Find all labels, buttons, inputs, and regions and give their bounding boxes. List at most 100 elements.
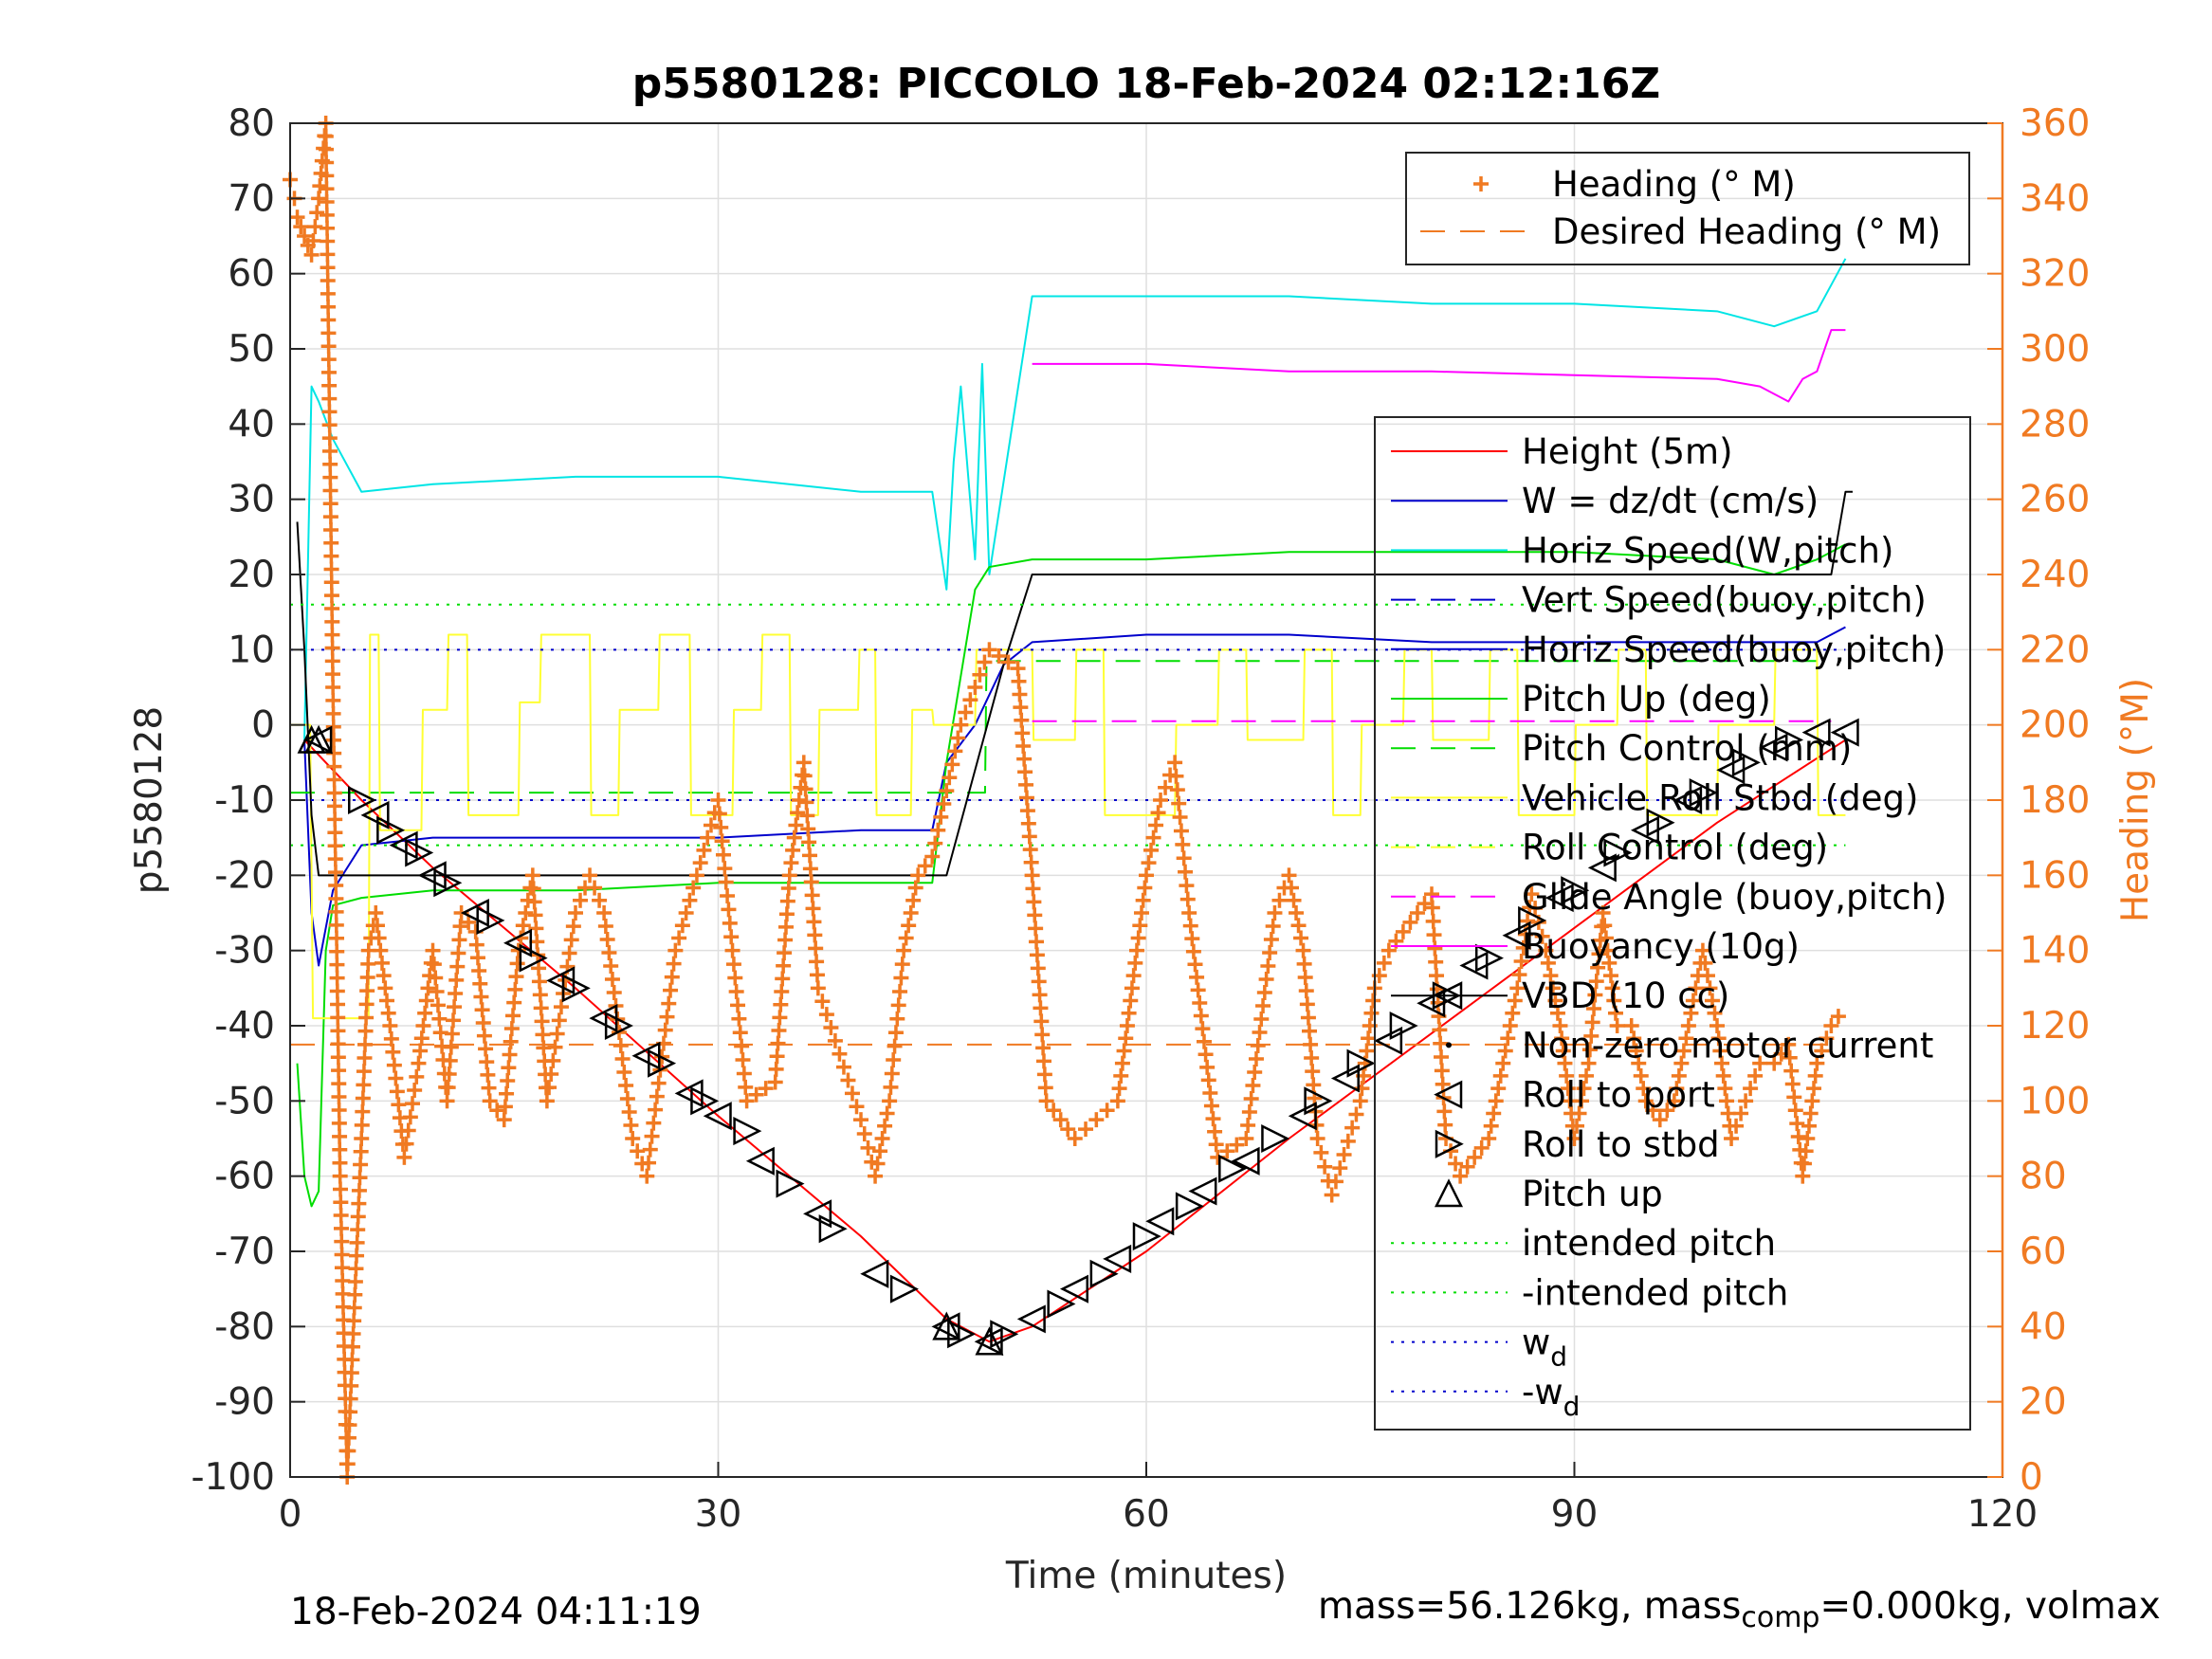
heading-point xyxy=(642,1141,658,1158)
heading-point xyxy=(1313,1144,1329,1160)
heading-point xyxy=(533,1000,549,1016)
heading-point xyxy=(625,1131,641,1146)
y-tick-label: -10 xyxy=(214,779,275,822)
heading-point xyxy=(1265,919,1281,934)
heading-point xyxy=(1175,836,1191,852)
heading-point xyxy=(718,874,734,890)
y-tick-label: -90 xyxy=(214,1381,275,1424)
heading-point xyxy=(388,1070,404,1086)
heading-point xyxy=(396,1149,412,1165)
left-triangle xyxy=(1145,1207,1175,1236)
heading-point xyxy=(799,808,815,824)
legend-swatch-marker xyxy=(1434,981,1463,1011)
y-tick-label: -70 xyxy=(214,1231,275,1273)
roll-to-port-marker xyxy=(1830,718,1859,747)
heading-point xyxy=(346,1313,362,1329)
heading-point xyxy=(1153,793,1169,808)
heading-point xyxy=(917,858,933,874)
heading-point xyxy=(324,627,340,643)
heading-point xyxy=(482,1093,498,1109)
heading-point xyxy=(357,1023,374,1039)
right-y-tick-label: 160 xyxy=(2020,854,2090,897)
heading-point xyxy=(950,730,966,746)
heading-point xyxy=(320,364,337,380)
heading-point xyxy=(1728,1118,1745,1134)
heading-point xyxy=(731,1011,747,1027)
heading-point xyxy=(1483,1118,1499,1134)
y-tick-label: 0 xyxy=(251,704,275,747)
legend-main-label: wd xyxy=(1522,1322,1567,1373)
heading-point xyxy=(1060,1121,1076,1138)
heading-point xyxy=(1010,661,1026,677)
heading-point xyxy=(1000,654,1016,670)
heading-point xyxy=(1187,957,1203,973)
up-triangle xyxy=(932,1311,961,1340)
footer-mass-subscript: comp xyxy=(1741,1600,1820,1634)
heading-point xyxy=(1305,1064,1321,1080)
roll-to-stbd-marker xyxy=(690,1086,720,1116)
legend-main-label-text: Roll Control (deg) xyxy=(1522,828,1828,868)
heading-point xyxy=(289,210,305,226)
heading-point xyxy=(623,1118,639,1133)
heading-point xyxy=(1141,855,1157,871)
heading-point xyxy=(769,1048,785,1065)
heading-point xyxy=(1262,945,1278,960)
right-triangle xyxy=(476,905,505,935)
left-triangle xyxy=(1830,718,1859,747)
heading-point xyxy=(1631,1055,1647,1071)
heading-point xyxy=(1243,1091,1259,1106)
heading-point xyxy=(1271,892,1288,908)
right-triangle xyxy=(1389,1011,1418,1041)
heading-point xyxy=(686,880,702,896)
heading-point xyxy=(351,1195,367,1212)
right-triangle xyxy=(1047,1289,1076,1319)
heading-point xyxy=(1182,918,1198,934)
roll-to-stbd-marker xyxy=(1047,1289,1076,1319)
heading-point xyxy=(1781,1036,1797,1052)
heading-point xyxy=(823,1019,839,1035)
heading-point xyxy=(1143,842,1160,858)
right-triangle xyxy=(947,1320,977,1349)
legend-main-label-text: Pitch Control (mm) xyxy=(1522,728,1852,769)
right-y-tick-label: 20 xyxy=(2020,1381,2067,1424)
heading-point xyxy=(840,1072,856,1088)
heading-point xyxy=(326,785,342,801)
heading-point xyxy=(835,1059,851,1075)
heading-point xyxy=(664,969,680,985)
heading-point xyxy=(330,1036,346,1052)
heading-point xyxy=(319,194,335,210)
heading-point xyxy=(319,155,335,171)
heading-point xyxy=(444,1026,460,1042)
heading-point xyxy=(508,969,524,985)
heading-point xyxy=(936,795,952,811)
legend-main-label-text: Vert Speed(buoy,pitch) xyxy=(1522,580,1927,621)
heading-point xyxy=(1256,985,1272,1000)
heading-point xyxy=(703,817,719,833)
heading-point xyxy=(1409,905,1425,921)
heading-point xyxy=(666,956,682,972)
heading-point xyxy=(327,811,343,828)
heading-point xyxy=(409,1068,425,1085)
heading-point xyxy=(343,1377,359,1394)
right-y-tick-label: 280 xyxy=(2020,403,2090,446)
heading-point xyxy=(1145,830,1161,846)
roll-to-stbd-marker xyxy=(1389,1011,1418,1041)
heading-point xyxy=(1432,1022,1448,1038)
heading-point xyxy=(1576,1081,1592,1097)
heading-point xyxy=(1680,1018,1696,1033)
heading-point xyxy=(553,999,569,1015)
heading-point xyxy=(1207,1123,1223,1139)
heading-point xyxy=(1026,894,1042,910)
heading-point xyxy=(322,456,338,472)
heading-point xyxy=(1428,954,1444,970)
legend-main-subscript: d xyxy=(1550,1341,1567,1373)
heading-point xyxy=(758,1081,774,1097)
heading-point xyxy=(1697,955,1713,971)
right-y-tick-label: 220 xyxy=(2020,629,2090,671)
left-triangle xyxy=(1502,921,1531,950)
heading-point xyxy=(1699,968,1715,984)
heading-point xyxy=(730,997,746,1013)
heading-point xyxy=(329,957,345,973)
y-tick-label: -20 xyxy=(214,854,275,897)
heading-point xyxy=(471,963,487,979)
